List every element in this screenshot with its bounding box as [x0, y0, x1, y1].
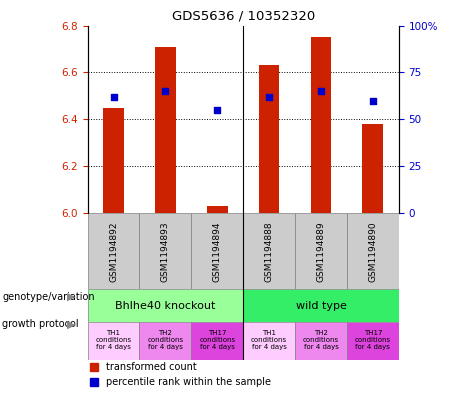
Text: TH1
conditions
for 4 days: TH1 conditions for 4 days [95, 330, 131, 350]
Text: TH17
conditions
for 4 days: TH17 conditions for 4 days [199, 330, 235, 350]
Point [213, 107, 221, 113]
Text: transformed count: transformed count [106, 362, 197, 372]
Bar [139, 321, 191, 360]
Bar [191, 321, 243, 360]
Text: GSM1194894: GSM1194894 [213, 221, 222, 281]
Bar [362, 124, 383, 213]
Bar [295, 321, 347, 360]
Text: ▶: ▶ [67, 319, 75, 329]
Text: ▶: ▶ [67, 292, 75, 302]
Text: GSM1194890: GSM1194890 [368, 221, 378, 282]
Text: TH17
conditions
for 4 days: TH17 conditions for 4 days [355, 330, 391, 350]
Text: wild type: wild type [296, 301, 346, 310]
Bar [191, 213, 243, 289]
Bar [88, 321, 139, 360]
Point [162, 88, 169, 94]
Bar [347, 321, 399, 360]
Text: Bhlhe40 knockout: Bhlhe40 knockout [115, 301, 216, 310]
Bar [243, 289, 399, 321]
Bar [243, 321, 295, 360]
Bar [311, 37, 331, 213]
Text: TH2
conditions
for 4 days: TH2 conditions for 4 days [148, 330, 183, 350]
Bar [259, 65, 279, 213]
Point [317, 88, 325, 94]
Text: GSM1194889: GSM1194889 [316, 221, 325, 282]
Bar [88, 213, 139, 289]
Bar [88, 289, 243, 321]
Text: genotype/variation: genotype/variation [2, 292, 95, 302]
Bar [155, 47, 176, 213]
Text: GSM1194888: GSM1194888 [265, 221, 274, 282]
Point [369, 97, 377, 104]
Text: TH2
conditions
for 4 days: TH2 conditions for 4 days [303, 330, 339, 350]
Text: GSM1194892: GSM1194892 [109, 221, 118, 281]
Bar [243, 213, 295, 289]
Text: percentile rank within the sample: percentile rank within the sample [106, 377, 271, 387]
Bar [103, 108, 124, 213]
Text: growth protocol: growth protocol [2, 319, 79, 329]
Title: GDS5636 / 10352320: GDS5636 / 10352320 [171, 10, 315, 23]
Bar [139, 213, 191, 289]
Point [266, 94, 273, 100]
Text: GSM1194893: GSM1194893 [161, 221, 170, 282]
Point [110, 94, 117, 100]
Bar [295, 213, 347, 289]
Bar [347, 213, 399, 289]
Text: TH1
conditions
for 4 days: TH1 conditions for 4 days [251, 330, 287, 350]
Bar [207, 206, 228, 213]
